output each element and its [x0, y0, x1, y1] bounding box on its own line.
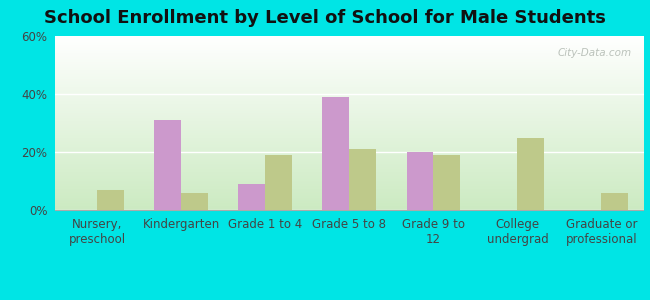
Bar [265, 155, 292, 210]
Bar [98, 190, 124, 210]
Bar [155, 120, 181, 210]
Bar [181, 193, 208, 210]
Bar [434, 155, 460, 210]
Text: City-Data.com: City-Data.com [558, 48, 632, 58]
Bar [322, 97, 349, 210]
Text: School Enrollment by Level of School for Male Students: School Enrollment by Level of School for… [44, 9, 606, 27]
Bar [350, 149, 376, 210]
Bar [239, 184, 265, 210]
Bar [517, 137, 544, 210]
Bar [601, 193, 629, 210]
Bar [406, 152, 434, 210]
